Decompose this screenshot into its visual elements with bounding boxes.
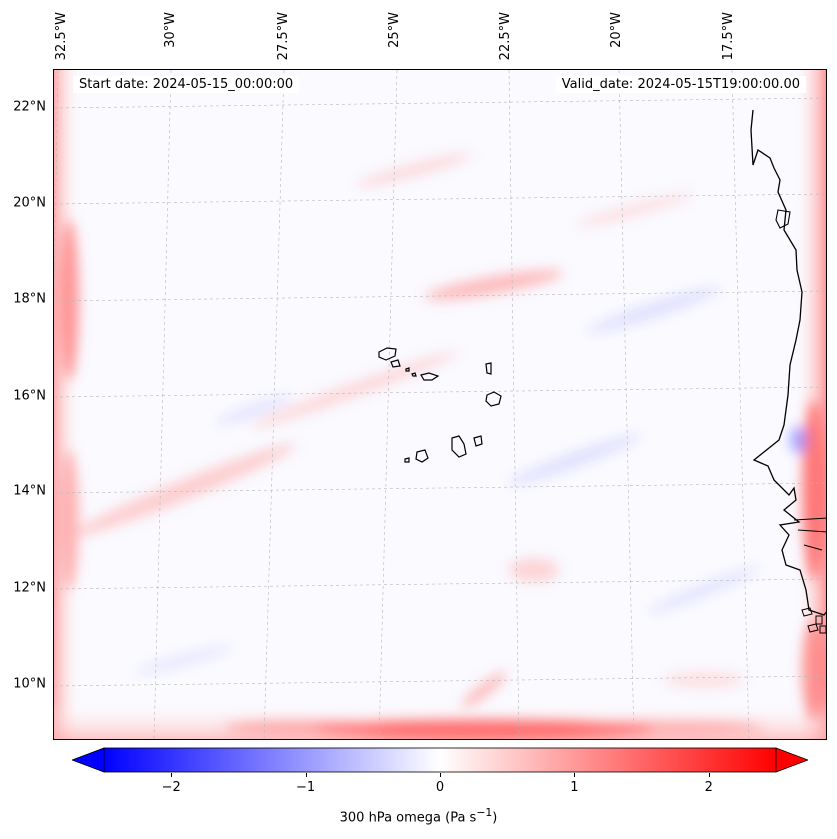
lat-label: 20°N xyxy=(13,195,46,211)
island-islet xyxy=(411,372,417,377)
island-santo-antao xyxy=(378,347,397,361)
colorbar-tick-label: −1 xyxy=(296,780,316,795)
colorbar-tick-mark xyxy=(171,773,173,777)
lat-label: 14°N xyxy=(13,483,46,499)
lon-label: 25°W xyxy=(387,12,402,48)
colorbar-min-extend xyxy=(70,747,105,773)
africa-coastline xyxy=(750,109,826,616)
colorbar-tick-mark xyxy=(708,773,710,777)
colorbar-max-extend xyxy=(775,747,810,773)
cape-verde-islands xyxy=(378,347,502,463)
map-panel[interactable] xyxy=(53,69,827,740)
lon-label: 17.5°W xyxy=(721,12,736,61)
bissagos-islands xyxy=(801,607,826,634)
omega-field-map xyxy=(54,70,826,739)
colorbar-tick-label: 2 xyxy=(704,780,713,795)
coast-inlet xyxy=(775,209,791,229)
island-brava xyxy=(404,457,410,463)
lon-label: 30°W xyxy=(163,12,178,48)
gridline-20w xyxy=(618,70,635,739)
colorbar-tick-label: 0 xyxy=(435,780,445,795)
colorbar-gradient xyxy=(103,747,777,773)
colorbar-tick-label: 1 xyxy=(570,780,579,795)
colorbar-tick-mark xyxy=(440,773,441,777)
colorbar-label: 300 hPa omega (Pa s−1) xyxy=(339,806,498,826)
gridline-30w xyxy=(153,70,172,739)
lon-label: 27.5°W xyxy=(276,12,291,61)
lat-label: 16°N xyxy=(13,388,46,404)
island-boa-vista xyxy=(485,391,502,407)
colorbar-tick-label: −2 xyxy=(161,780,181,795)
gridline-25w xyxy=(378,70,398,739)
island-sal xyxy=(485,362,492,375)
island-santa-luzia xyxy=(405,367,410,372)
valid-date-label: Valid_date: 2024-05-15T19:00:00.00 xyxy=(555,76,806,93)
lon-label: 32.5°W xyxy=(54,12,69,61)
lat-label: 22°N xyxy=(13,99,46,115)
colorbar-tick-mark xyxy=(574,773,576,777)
colorbar xyxy=(70,747,810,773)
island-maio xyxy=(473,435,483,447)
colorbar-tick-mark xyxy=(305,773,307,777)
lat-label: 18°N xyxy=(13,291,46,307)
island-santiago xyxy=(451,435,467,458)
island-sao-nicolau xyxy=(420,372,440,381)
lat-label: 10°N xyxy=(13,676,46,692)
gridline-22-5w xyxy=(508,70,520,739)
island-fogo xyxy=(415,449,429,463)
graticule xyxy=(54,70,826,739)
start-date-label: Start date: 2024-05-15_00:00:00 xyxy=(73,76,300,93)
lat-label: 12°N xyxy=(13,580,46,596)
gambia-estuary xyxy=(793,517,826,551)
gridline-27-5w xyxy=(263,70,285,739)
lon-label: 22.5°W xyxy=(498,12,513,61)
field-background xyxy=(54,70,826,739)
colorbar-bar xyxy=(70,747,810,773)
island-sao-vicente xyxy=(390,359,401,368)
gridline-17-5w xyxy=(731,70,750,739)
left-edge-shading xyxy=(54,70,82,739)
lon-label: 20°W xyxy=(609,12,624,48)
